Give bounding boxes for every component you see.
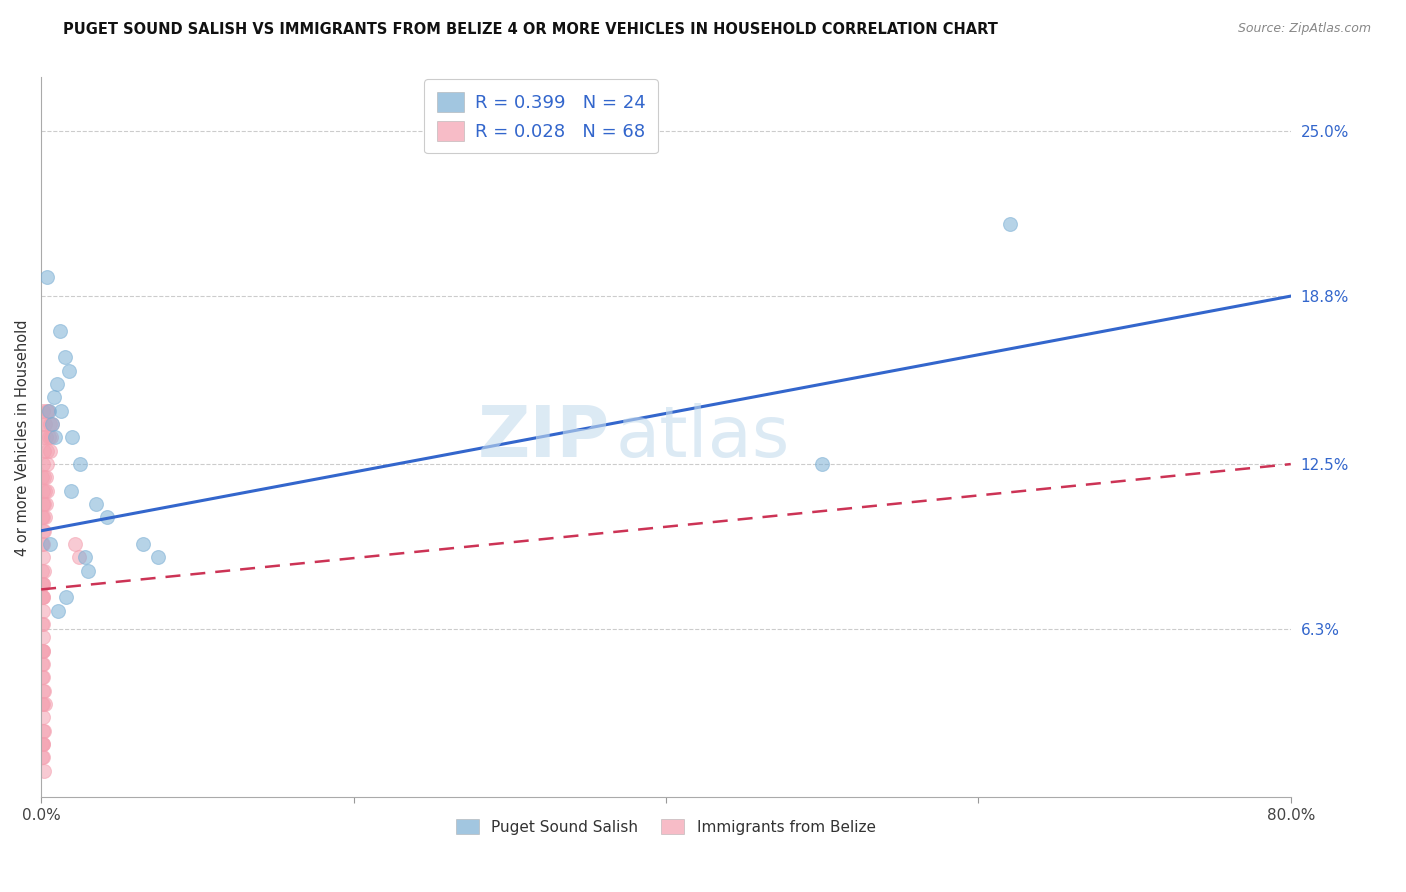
Point [32,470,55,484]
Point [31,723,53,738]
Point [31,510,53,524]
Point [37,270,59,285]
Point [32,537,55,551]
Point [35,457,58,471]
Point [37,483,59,498]
Point [67,550,90,565]
Point [31,737,53,751]
Point [32,430,55,444]
Point [998,217,1021,231]
Point [32,683,55,698]
Point [31,631,53,645]
Point [44,430,66,444]
Point [42,391,65,405]
Point [32,750,55,764]
Point [31,524,53,538]
Point [148,550,170,565]
Point [41,417,63,431]
Point [96,510,118,524]
Point [31,644,53,658]
Point [35,497,58,511]
Point [35,430,58,444]
Point [31,750,53,764]
Point [32,564,55,578]
Point [39,430,62,444]
Point [31,591,53,605]
Point [31,644,53,658]
Point [31,457,53,471]
Point [31,591,53,605]
Text: atlas: atlas [616,403,790,472]
Point [35,470,58,484]
Point [31,710,53,724]
Point [41,417,63,431]
Point [32,524,55,538]
Point [59,483,82,498]
Point [32,510,55,524]
Point [32,577,55,591]
Point [32,683,55,698]
Point [34,417,56,431]
Text: PUGET SOUND SALISH VS IMMIGRANTS FROM BELIZE 4 OR MORE VEHICLES IN HOUSEHOLD COR: PUGET SOUND SALISH VS IMMIGRANTS FROM BE… [63,22,998,37]
Point [811,457,834,471]
Point [31,550,53,565]
Point [31,657,53,672]
Point [55,591,77,605]
Point [32,657,55,672]
Point [58,364,80,378]
Point [31,604,53,618]
Text: Source: ZipAtlas.com: Source: ZipAtlas.com [1237,22,1371,36]
Point [51,404,73,418]
Point [31,417,53,431]
Point [31,697,53,711]
Point [31,577,53,591]
Point [77,564,100,578]
Point [32,617,55,632]
Point [38,430,60,444]
Point [38,443,60,458]
Point [34,510,56,524]
Point [32,737,55,751]
Y-axis label: 4 or more Vehicles in Household: 4 or more Vehicles in Household [15,319,30,556]
Point [32,591,55,605]
Point [73,550,96,565]
Point [35,404,58,418]
Point [31,470,53,484]
Point [84,497,107,511]
Point [31,737,53,751]
Point [39,537,62,551]
Point [49,324,72,338]
Point [31,564,53,578]
Legend: Puget Sound Salish, Immigrants from Belize: Puget Sound Salish, Immigrants from Beli… [447,809,884,844]
Point [31,617,53,632]
Point [31,670,53,684]
Text: ZIP: ZIP [478,403,610,472]
Point [32,764,55,778]
Point [32,443,55,458]
Point [31,670,53,684]
Point [38,404,60,418]
Point [37,443,59,458]
Point [31,537,53,551]
Point [31,497,53,511]
Point [32,723,55,738]
Point [34,483,56,498]
Point [53,351,76,365]
Point [45,377,67,392]
Point [60,430,83,444]
Point [46,604,69,618]
Point [34,697,56,711]
Point [39,417,62,431]
Point [31,577,53,591]
Point [65,537,87,551]
Point [32,497,55,511]
Point [131,537,153,551]
Point [31,404,53,418]
Point [32,644,55,658]
Point [69,457,91,471]
Point [32,483,55,498]
Point [37,404,59,418]
Point [32,697,55,711]
